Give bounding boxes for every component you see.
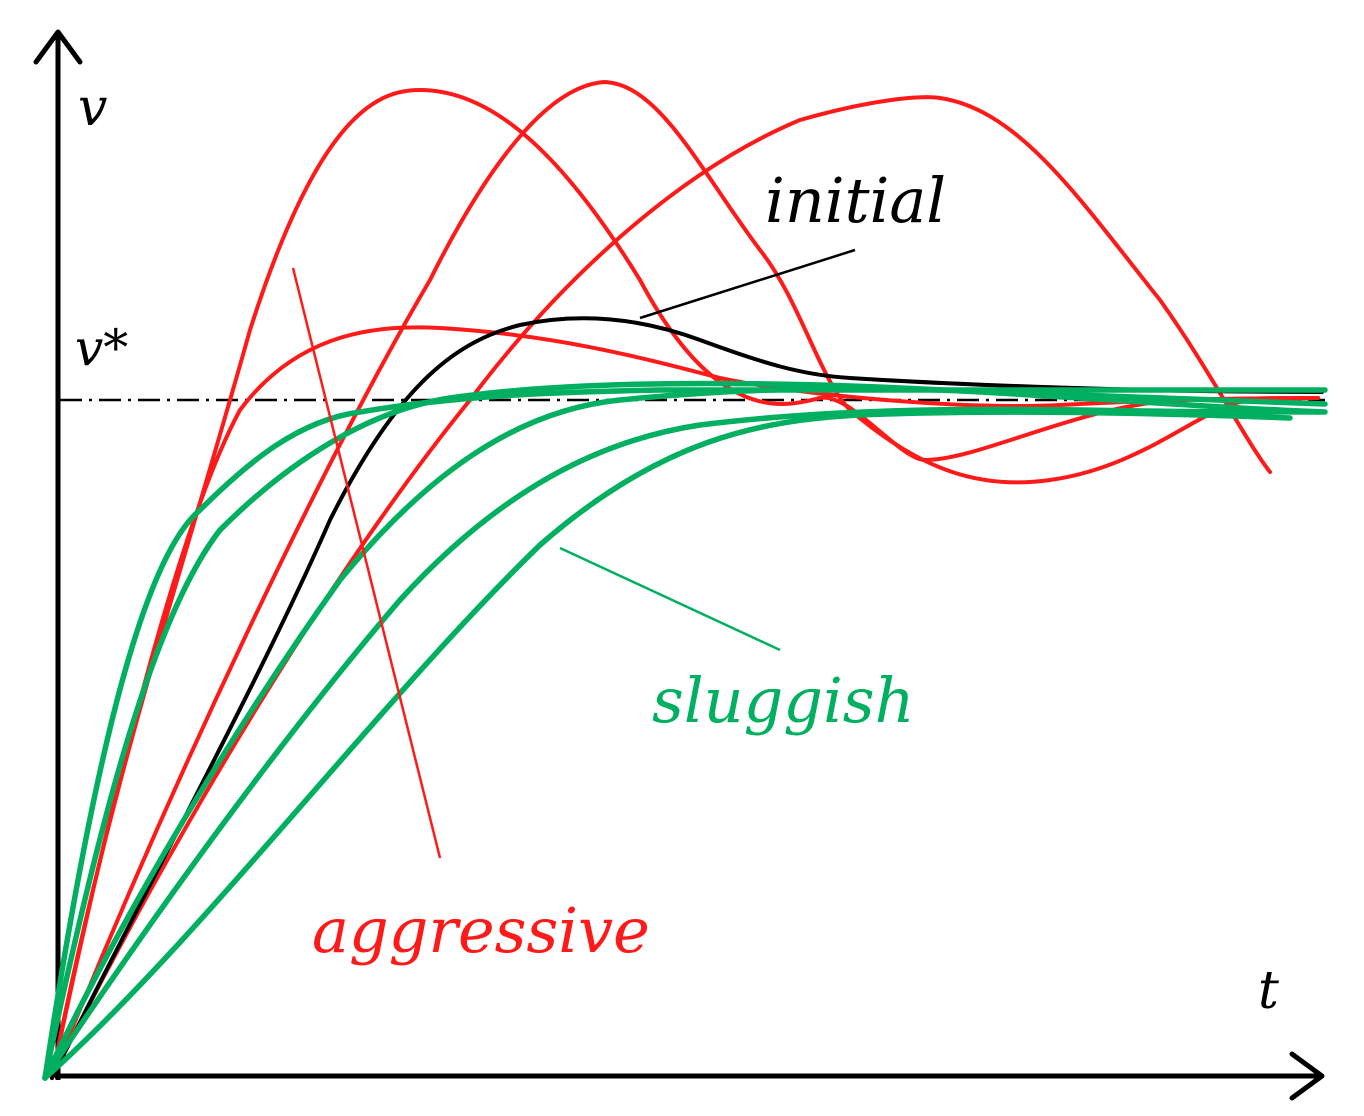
aggressive-curve bbox=[50, 325, 1320, 1080]
aggressive-curve bbox=[50, 95, 1272, 1080]
aggressive-leader-line bbox=[291, 267, 442, 859]
sluggish-curve bbox=[42, 409, 1293, 1081]
x-axis-label: t bbox=[1258, 961, 1279, 1021]
x-axis-arrowhead bbox=[1289, 1051, 1325, 1101]
initial-curve bbox=[50, 316, 1324, 1080]
y-axis-arrowhead bbox=[33, 29, 83, 65]
y-axis-label: v bbox=[78, 78, 107, 138]
aggressive-label: aggressive bbox=[312, 894, 650, 967]
sluggish-curve bbox=[42, 386, 1328, 1081]
sluggish-label: sluggish bbox=[652, 664, 915, 737]
aggressive-curve bbox=[50, 88, 1320, 1080]
initial-leader-line bbox=[639, 248, 856, 320]
initial-label: initial bbox=[765, 164, 946, 237]
setpoint-label: v* bbox=[75, 319, 128, 377]
aggressive-curve bbox=[50, 80, 1320, 1080]
sluggish-leader-line bbox=[559, 546, 781, 652]
